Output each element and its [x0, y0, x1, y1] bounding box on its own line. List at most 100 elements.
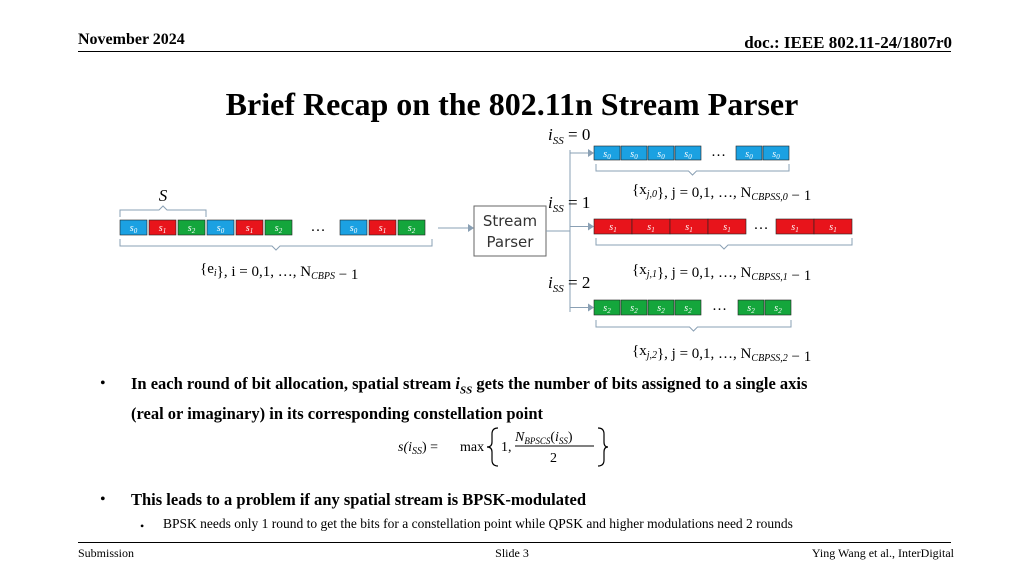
stream-symbol-label: s2	[603, 303, 611, 315]
stream-symbol-label: s2	[774, 303, 782, 315]
stream-symbol-label: s0	[745, 149, 753, 161]
stream-symbol-cell	[593, 299, 621, 316]
formula-one: 1,	[501, 440, 512, 455]
input-symbol-label: s1	[159, 223, 166, 235]
input-sequence-brace	[119, 239, 433, 251]
stream-ellipsis: …	[712, 298, 727, 314]
input-brace-label: S	[159, 186, 168, 205]
parser-label-line2: Parser	[487, 233, 535, 251]
bullet-bit-allocation: In each round of bit allocation, spatial…	[131, 374, 808, 424]
stream-symbol-label: s1	[791, 222, 798, 234]
stream-symbol-label: s2	[747, 303, 755, 315]
input-symbol-cell	[206, 219, 235, 236]
formula-bits-per-round: s(iSS) = max 1, NBPSCS(iSS) 2	[398, 422, 609, 472]
stream-brace	[595, 238, 853, 250]
bullet-marker: •	[100, 375, 106, 392]
stream-caption: {xj,1}, j = 0,1, …, NCBPSS,1 − 1	[632, 262, 811, 284]
stream-symbol-label: s0	[684, 149, 692, 161]
formula-max: max	[460, 440, 484, 455]
formula-right-brace	[597, 427, 609, 467]
stream-index-label: iSS = 2	[548, 273, 590, 295]
formula-denominator: 2	[550, 451, 557, 466]
stream-symbol-label: s0	[603, 149, 611, 161]
input-symbol-label: s2	[275, 223, 283, 235]
input-symbol-cell	[235, 219, 264, 236]
stream-parser-block: Stream Parser	[473, 205, 547, 257]
input-symbol-cell	[397, 219, 426, 236]
input-group-brace	[119, 205, 207, 217]
stream-symbol-label: s1	[829, 222, 836, 234]
header-date: November 2024	[78, 31, 185, 48]
stream-branch-arrowhead	[588, 149, 594, 157]
header-rule	[78, 51, 951, 52]
parser-box	[473, 205, 547, 257]
input-symbol-label: s1	[379, 223, 386, 235]
stream-symbol-cell	[674, 145, 702, 161]
bullet-marker: •	[100, 491, 106, 508]
input-ellipsis: …	[311, 219, 326, 235]
formula-graphic: s(iSS) = max 1, NBPSCS(iSS) 2	[398, 427, 609, 467]
stream-symbol-cell	[737, 299, 765, 316]
bullet-bpsk-problem: This leads to a problem if any spatial s…	[131, 490, 587, 509]
stream-symbol-label: s0	[657, 149, 665, 161]
stream-symbol-label: s1	[685, 222, 692, 234]
input-symbol-cell	[339, 219, 368, 236]
formula-lhs: s(iSS) =	[398, 440, 438, 457]
spatial-streams: iSS = 0 s0 s0 s0 s0 s0 s0 … {xj,0}, j = 0,1, …, …	[546, 125, 853, 365]
input-arrowhead	[468, 224, 474, 232]
footer-slide-number: Slide 3	[495, 546, 529, 560]
stream-symbol-cell	[735, 145, 763, 161]
footer-author: Ying Wang et al., InterDigital	[811, 546, 954, 560]
input-bit-sequence: s0 s1 s2 s0 s1 s2 s0 s1 s2 … S {ei}, i = 0,1, …, NC…	[119, 186, 474, 283]
stream-symbol-label: s1	[723, 222, 730, 234]
stream-symbol-cell	[620, 145, 648, 161]
header-doc-id: doc.: IEEE 802.11-24/1807r0	[744, 33, 952, 52]
stream-symbol-label: s0	[772, 149, 780, 161]
stream-branch-arrowhead	[588, 222, 594, 231]
formula-left-brace	[486, 427, 499, 467]
stream-symbol-cell	[647, 145, 675, 161]
stream-symbol-cell	[647, 299, 675, 316]
sub-bullet-marker: •	[140, 519, 145, 533]
stream-symbol-label: s1	[647, 222, 654, 234]
stream-symbol-cell	[674, 299, 702, 316]
stream-index-label: iSS = 0	[548, 125, 590, 147]
stream-caption: {xj,0}, j = 0,1, …, NCBPSS,0 − 1	[632, 182, 811, 204]
stream-caption: {xj,2}, j = 0,1, …, NCBPSS,2 − 1	[632, 343, 811, 365]
stream-symbol-cell	[620, 299, 648, 316]
stream-symbol-cell	[813, 218, 853, 235]
stream-symbol-label: s0	[630, 149, 638, 161]
input-symbol-label: s0	[350, 223, 358, 235]
input-symbol-label: s0	[217, 223, 225, 235]
parser-label-line1: Stream	[483, 212, 537, 230]
input-symbol-cell	[119, 219, 148, 236]
stream-symbol-cell	[764, 299, 792, 316]
stream-brace	[595, 164, 790, 176]
input-caption: {ei}, i = 0,1, …, NCBPS − 1	[200, 261, 358, 283]
input-symbol-cell	[264, 219, 293, 236]
input-symbol-label: s2	[408, 223, 416, 235]
slide-title: Brief Recap on the 802.11n Stream Parser	[225, 86, 799, 122]
stream-symbol-cell	[707, 218, 747, 235]
stream-brace	[595, 320, 792, 332]
stream-ellipsis: …	[711, 144, 726, 160]
stream-symbol-label: s2	[657, 303, 665, 315]
footer-rule	[78, 542, 951, 543]
input-symbol-label: s2	[188, 223, 196, 235]
input-symbol-cell	[177, 219, 206, 236]
stream-ellipsis: …	[754, 217, 769, 233]
footer-submission: Submission	[78, 546, 135, 560]
stream-symbol-label: s2	[630, 303, 638, 315]
input-symbol-label: s1	[246, 223, 253, 235]
stream-index-label: iSS = 1	[548, 193, 590, 215]
input-symbol-cell	[368, 219, 397, 236]
stream-symbol-label: s1	[609, 222, 616, 234]
input-symbol-cell	[148, 219, 177, 236]
input-symbol-label: s0	[130, 223, 138, 235]
sub-bullet-bpsk-rounds: BPSK needs only 1 round to get the bits …	[163, 516, 793, 531]
stream-symbol-label: s2	[684, 303, 692, 315]
stream-symbol-cell	[762, 145, 790, 161]
stream-symbol-cell	[593, 145, 621, 161]
stream-branch-arrowhead	[588, 303, 594, 312]
